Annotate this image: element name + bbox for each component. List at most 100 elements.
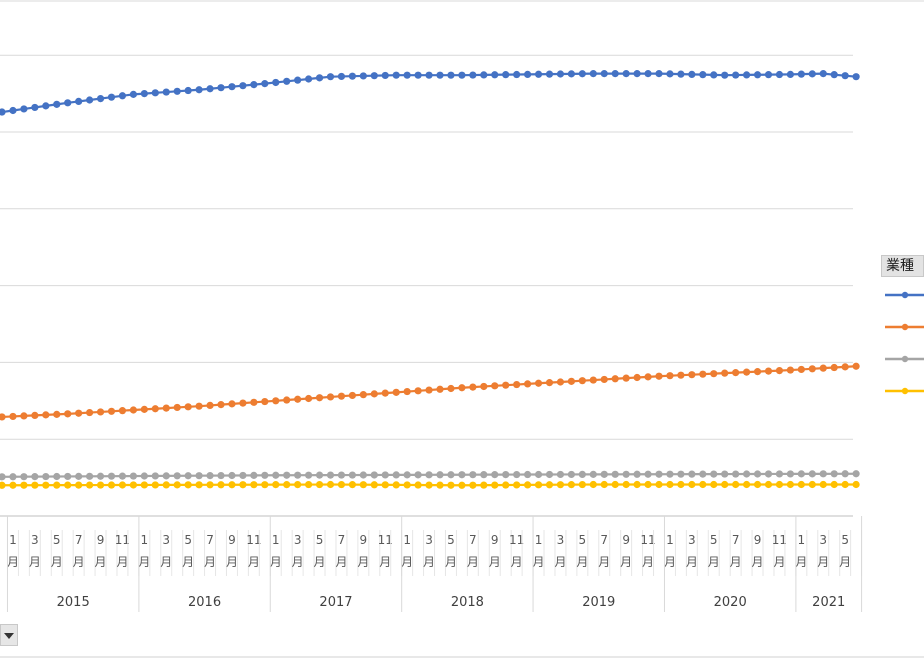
data-point xyxy=(162,88,170,96)
data-point xyxy=(53,100,61,108)
data-point xyxy=(699,470,707,478)
data-point xyxy=(721,470,729,478)
data-point xyxy=(534,470,543,479)
data-point xyxy=(786,70,795,78)
data-point xyxy=(184,403,192,411)
data-point xyxy=(294,76,302,84)
data-point xyxy=(753,480,762,489)
legend-swatch-marker xyxy=(901,355,909,363)
data-point xyxy=(294,480,302,489)
data-point xyxy=(589,70,597,78)
data-point xyxy=(348,471,356,479)
data-point xyxy=(184,481,192,489)
data-point xyxy=(9,473,17,481)
legend-entry-4[interactable] xyxy=(885,387,924,395)
data-point xyxy=(677,70,685,78)
legend-title[interactable]: 業種 xyxy=(881,255,924,277)
data-point xyxy=(436,471,444,479)
data-point xyxy=(622,70,630,78)
legend-entry-3[interactable] xyxy=(885,355,924,363)
data-point xyxy=(173,403,181,412)
data-point xyxy=(666,480,674,489)
month-tick-label: 11 xyxy=(640,533,655,547)
data-point xyxy=(491,71,499,79)
data-point xyxy=(31,481,39,489)
data-point xyxy=(644,480,652,489)
data-point xyxy=(480,471,488,479)
data-point xyxy=(261,397,269,406)
month-tick-label: 5 xyxy=(579,533,587,547)
data-point xyxy=(381,471,389,479)
field-dropdown-button[interactable] xyxy=(0,624,18,646)
data-point xyxy=(53,410,61,418)
data-point xyxy=(655,70,663,78)
data-point xyxy=(403,481,411,489)
month-suffix-label: 月 xyxy=(533,555,545,569)
month-tick-label: 11 xyxy=(509,533,524,547)
month-tick-label: 1 xyxy=(272,533,280,547)
data-point xyxy=(315,471,324,479)
data-point xyxy=(458,471,466,479)
data-point xyxy=(118,472,127,480)
month-suffix-label: 月 xyxy=(116,555,128,569)
data-point xyxy=(852,73,860,81)
data-point xyxy=(797,70,805,78)
data-point xyxy=(326,471,335,479)
month-suffix-label: 月 xyxy=(182,555,194,569)
data-point xyxy=(677,371,685,379)
series-2 xyxy=(0,362,860,421)
data-point xyxy=(764,480,773,489)
month-tick-label: 5 xyxy=(53,533,61,547)
legend-entry-2[interactable] xyxy=(885,323,924,331)
data-point xyxy=(622,374,630,382)
data-point xyxy=(786,470,795,478)
data-point xyxy=(315,480,324,489)
data-point xyxy=(206,472,214,480)
data-point xyxy=(600,70,608,78)
data-point xyxy=(447,71,455,79)
data-point xyxy=(524,380,532,388)
data-point xyxy=(732,470,740,478)
data-point xyxy=(129,90,137,98)
data-point xyxy=(556,470,565,479)
month-tick-label: 11 xyxy=(772,533,787,547)
data-point xyxy=(20,481,28,489)
data-point xyxy=(502,481,510,489)
data-point xyxy=(140,90,148,98)
legend xyxy=(885,291,924,395)
data-point xyxy=(666,372,674,380)
data-point xyxy=(633,373,641,382)
data-point xyxy=(677,470,685,478)
data-point xyxy=(261,80,269,88)
data-point xyxy=(743,368,751,376)
data-point xyxy=(283,77,291,85)
data-point xyxy=(786,480,795,489)
data-point xyxy=(753,71,762,79)
data-point xyxy=(140,472,148,480)
legend-swatch-marker xyxy=(901,323,909,331)
data-point xyxy=(305,75,313,83)
data-point xyxy=(107,472,116,480)
data-point xyxy=(436,481,444,489)
month-tick-label: 3 xyxy=(425,533,433,547)
data-point xyxy=(381,389,389,397)
data-point xyxy=(611,480,619,489)
data-point xyxy=(64,481,72,489)
data-point xyxy=(753,368,762,376)
data-point xyxy=(75,481,83,489)
month-suffix-label: 月 xyxy=(160,555,172,569)
month-tick-label: 9 xyxy=(228,533,236,547)
month-tick-label: 11 xyxy=(115,533,130,547)
legend-entry-1[interactable] xyxy=(885,291,924,299)
data-point xyxy=(228,481,236,489)
data-point xyxy=(42,472,50,481)
data-point xyxy=(31,103,39,112)
data-point xyxy=(666,470,674,478)
month-tick-label: 5 xyxy=(710,533,718,547)
data-point xyxy=(545,481,554,489)
data-point xyxy=(326,480,335,489)
month-tick-label: 9 xyxy=(622,533,630,547)
data-point xyxy=(589,376,597,384)
month-tick-label: 5 xyxy=(447,533,455,547)
